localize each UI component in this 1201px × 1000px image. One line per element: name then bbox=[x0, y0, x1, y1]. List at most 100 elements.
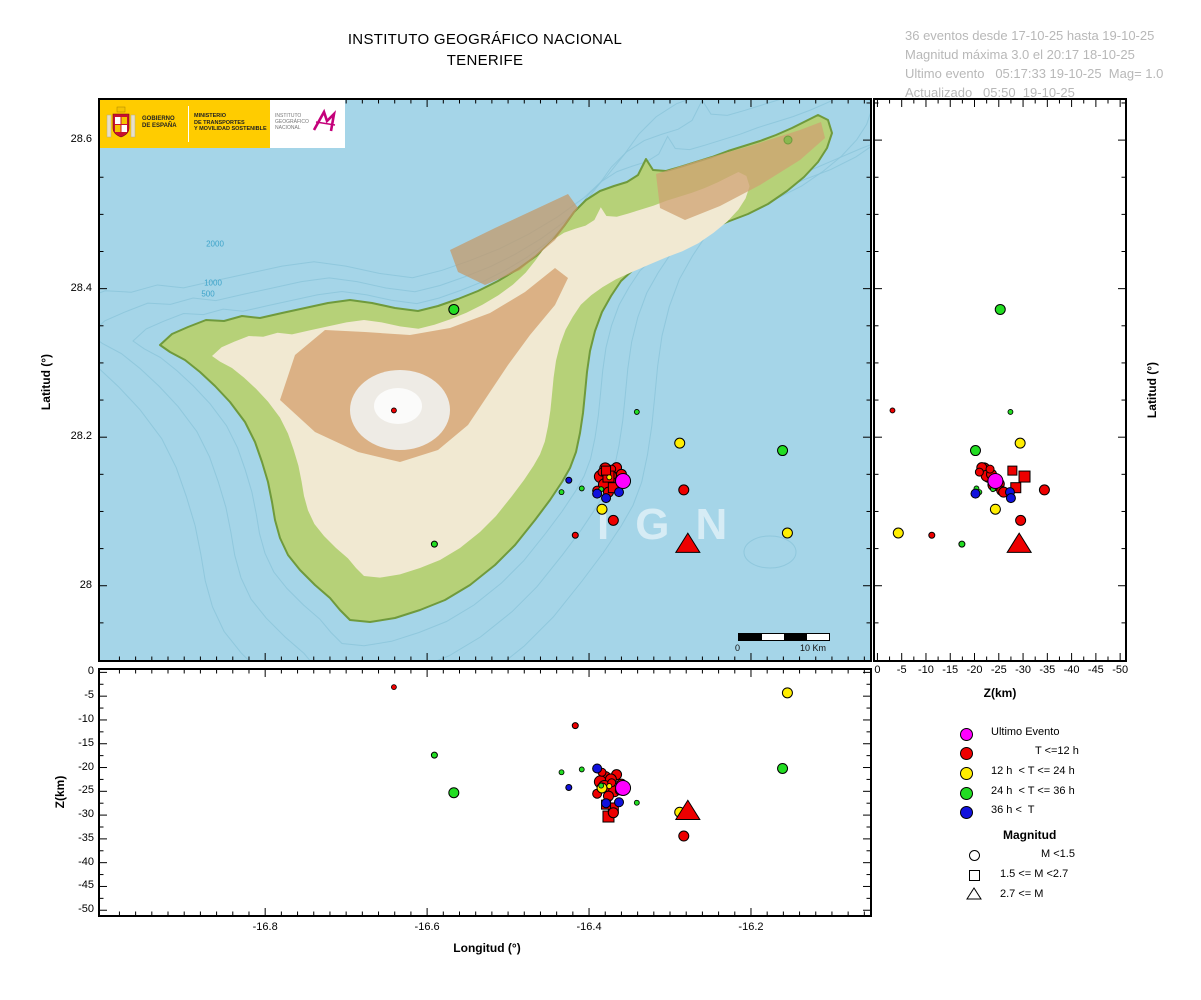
ministerio-label: MINISTERIO DE TRANSPORTES Y MOVILIDAD SOST… bbox=[194, 113, 267, 132]
event-marker bbox=[391, 407, 397, 414]
event-marker bbox=[571, 531, 579, 539]
anaga-peninsula bbox=[656, 122, 825, 220]
event-marker bbox=[1015, 514, 1027, 526]
event-marker bbox=[974, 467, 984, 477]
event-marker bbox=[598, 782, 605, 789]
tenerife-basemap bbox=[100, 100, 870, 660]
event-marker bbox=[614, 797, 625, 808]
event-marker bbox=[592, 488, 603, 499]
legend-t12-swatch bbox=[960, 747, 973, 760]
event-marker bbox=[607, 807, 619, 819]
legend-mag-large-label: 2.7 <= M bbox=[1000, 888, 1044, 900]
map-scale-bar bbox=[738, 633, 830, 641]
event-marker bbox=[633, 799, 640, 806]
latitude-depth-panel bbox=[873, 98, 1127, 662]
event-marker bbox=[674, 532, 701, 553]
event-marker bbox=[578, 766, 585, 773]
legend-magnitude-title: Magnitud bbox=[1003, 828, 1057, 842]
event-marker bbox=[985, 464, 995, 474]
map-events-layer bbox=[100, 100, 870, 660]
contour-depth-label: 1000 bbox=[204, 278, 222, 288]
info-events-count: 36 eventos desde 17-10-25 hasta 19-10-25 bbox=[905, 28, 1155, 43]
event-marker bbox=[633, 409, 640, 415]
event-marker bbox=[678, 484, 690, 496]
tick-label: -25 bbox=[990, 664, 1007, 676]
island-ridge bbox=[450, 194, 578, 285]
bp-longitude-axis-label: Longitud (°) bbox=[453, 941, 521, 955]
legend-t36-label: 24 h < T <= 36 h bbox=[991, 785, 1075, 797]
legend-gt36-label: 36 h < T bbox=[991, 804, 1035, 816]
tick-label: -50 bbox=[1112, 664, 1129, 676]
event-marker bbox=[781, 527, 793, 539]
tick-label: -35 bbox=[1039, 664, 1056, 676]
legend-ultimo-swatch bbox=[960, 728, 973, 741]
event-marker bbox=[558, 489, 565, 496]
info-max-magnitude: Magnitud máxima 3.0 el 20:17 18-10-25 bbox=[905, 47, 1135, 62]
legend-gt36-swatch bbox=[960, 806, 973, 819]
event-marker bbox=[607, 514, 619, 526]
tick-label: 0 bbox=[87, 665, 94, 678]
event-marker bbox=[1018, 470, 1031, 483]
legend-medium-magnitude-square-icon bbox=[969, 870, 980, 881]
scale-segment bbox=[806, 634, 829, 640]
event-marker bbox=[614, 487, 625, 498]
tick-label: -45 bbox=[78, 879, 94, 892]
ign-brand-icon bbox=[312, 108, 336, 132]
scale-zero-label: 0 bbox=[735, 643, 741, 653]
event-marker bbox=[1007, 465, 1018, 476]
map-panel: IGN GOBIERNO DE ESPAÑA MINISTERIO DE TRANS… bbox=[98, 98, 872, 662]
event-marker bbox=[674, 799, 701, 821]
tick-label: -16.4 bbox=[576, 921, 602, 933]
tick-label: 28.2 bbox=[70, 430, 92, 443]
page-subtitle: TENERIFE bbox=[446, 52, 524, 69]
longitude-depth-plot bbox=[100, 670, 870, 915]
event-marker bbox=[777, 445, 789, 457]
tick-label: -20 bbox=[966, 664, 983, 676]
event-marker bbox=[777, 762, 789, 774]
event-marker bbox=[592, 763, 603, 774]
scale-segment bbox=[739, 634, 762, 640]
event-marker bbox=[1006, 532, 1033, 553]
gobierno-label: GOBIERNO DE ESPAÑA bbox=[142, 116, 177, 129]
event-marker bbox=[596, 503, 608, 515]
legend-t12-label: T <=12 h bbox=[1035, 745, 1079, 757]
legend-large-magnitude-triangle-icon bbox=[966, 887, 982, 900]
rp-latitude-axis-label: Latitud (°) bbox=[1145, 361, 1159, 419]
tick-label: -16.2 bbox=[738, 921, 764, 933]
event-marker bbox=[448, 303, 460, 315]
legend-small-magnitude-circle-icon bbox=[969, 850, 980, 861]
event-marker bbox=[1014, 437, 1026, 449]
event-marker bbox=[970, 488, 981, 499]
event-marker bbox=[558, 769, 565, 776]
event-marker bbox=[571, 722, 579, 730]
event-marker bbox=[994, 303, 1006, 315]
latitude-depth-plot bbox=[875, 100, 1125, 660]
tick-label: -30 bbox=[78, 808, 94, 821]
tick-label: 28.6 bbox=[70, 133, 92, 146]
event-marker bbox=[1005, 493, 1016, 504]
event-marker bbox=[958, 540, 966, 548]
tick-label: -35 bbox=[78, 831, 94, 844]
bathymetric-contour bbox=[743, 535, 797, 569]
event-marker bbox=[674, 437, 686, 449]
contour-depth-label: 2000 bbox=[206, 239, 224, 249]
tick-label: 28.4 bbox=[70, 281, 92, 294]
event-marker bbox=[928, 531, 936, 539]
event-marker bbox=[606, 474, 613, 481]
event-marker bbox=[430, 540, 438, 548]
map-latitude-axis-label: Latitud (°) bbox=[39, 353, 53, 411]
event-marker bbox=[615, 473, 632, 490]
tick-label: -40 bbox=[78, 855, 94, 868]
tick-label: -15 bbox=[78, 736, 94, 749]
event-marker bbox=[1007, 409, 1014, 415]
tick-label: -10 bbox=[918, 664, 934, 676]
event-marker bbox=[578, 485, 585, 492]
event-marker bbox=[565, 784, 573, 792]
government-logo-bar: GOBIERNO DE ESPAÑA MINISTERIO DE TRANSPORT… bbox=[100, 100, 345, 148]
info-updated: Actualizado 05:50 19-10-25 bbox=[905, 85, 1075, 100]
event-marker bbox=[678, 830, 690, 842]
tick-label: -5 bbox=[896, 664, 907, 676]
legend-ultimo-label: Ultimo Evento bbox=[991, 726, 1060, 738]
scale-segment bbox=[761, 634, 784, 640]
